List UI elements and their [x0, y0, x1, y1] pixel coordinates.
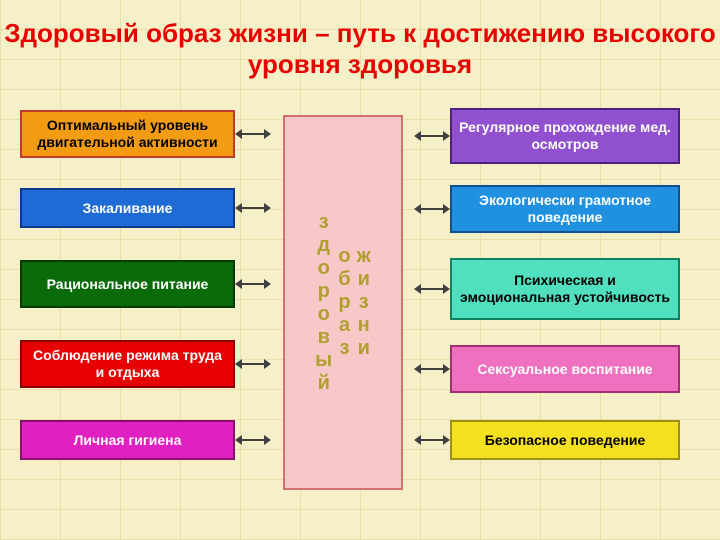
arrow-head-left-1: [235, 203, 242, 213]
arrow-right-4: [420, 439, 444, 441]
center-word-3: жизни: [357, 245, 371, 360]
center-box: здоровый образ жизни: [283, 115, 403, 490]
right-box-2: Психическая и эмоциональная устойчивость: [450, 258, 680, 320]
arrow-head-right-0: [264, 129, 271, 139]
arrow-left-0: [241, 133, 265, 135]
center-word-2: образ: [338, 245, 350, 360]
arrow-left-2: [241, 283, 265, 285]
arrow-left-4: [241, 439, 265, 441]
arrow-head-right-r-0: [443, 131, 450, 141]
right-box-4: Безопасное поведение: [450, 420, 680, 460]
left-box-0: Оптимальный уровень двигательной активно…: [20, 110, 235, 158]
left-box-2: Рациональное питание: [20, 260, 235, 308]
page-title: Здоровый образ жизни – путь к достижению…: [0, 18, 720, 80]
arrow-head-left-4: [235, 435, 242, 445]
arrow-head-left-2: [235, 279, 242, 289]
left-box-1: Закаливание: [20, 188, 235, 228]
arrow-head-right-r-2: [443, 284, 450, 294]
arrow-left-1: [241, 207, 265, 209]
arrow-head-left-0: [235, 129, 242, 139]
arrow-head-right-2: [264, 279, 271, 289]
left-box-4: Личная гигиена: [20, 420, 235, 460]
arrow-head-right-r-3: [443, 364, 450, 374]
center-word-1: здоровый: [315, 211, 332, 395]
arrow-head-left-r-0: [414, 131, 421, 141]
arrow-head-left-r-4: [414, 435, 421, 445]
arrow-right-3: [420, 368, 444, 370]
right-box-1: Экологически грамотное поведение: [450, 185, 680, 233]
arrow-head-right-1: [264, 203, 271, 213]
arrow-head-left-r-2: [414, 284, 421, 294]
left-box-3: Соблюдение режима труда и отдыха: [20, 340, 235, 388]
arrow-head-left-r-3: [414, 364, 421, 374]
arrow-left-3: [241, 363, 265, 365]
right-box-0: Регулярное прохождение мед. осмотров: [450, 108, 680, 164]
arrow-right-0: [420, 135, 444, 137]
arrow-head-right-r-1: [443, 204, 450, 214]
arrow-head-right-r-4: [443, 435, 450, 445]
arrow-head-left-3: [235, 359, 242, 369]
right-box-3: Сексуальное воспитание: [450, 345, 680, 393]
arrow-right-2: [420, 288, 444, 290]
arrow-head-right-4: [264, 435, 271, 445]
arrow-head-right-3: [264, 359, 271, 369]
arrow-head-left-r-1: [414, 204, 421, 214]
arrow-right-1: [420, 208, 444, 210]
